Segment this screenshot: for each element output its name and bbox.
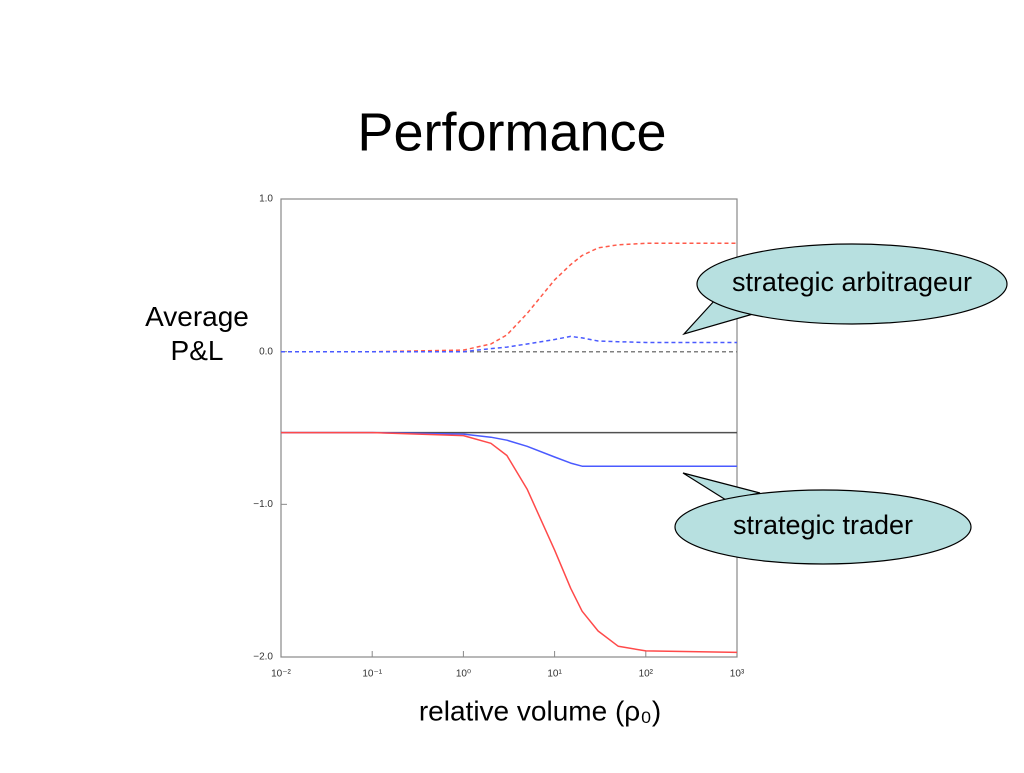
callout — [696, 243, 1008, 325]
callout — [674, 489, 972, 565]
x-tick-label: 10⁻¹ — [362, 669, 382, 680]
annotation: strategic trader — [733, 510, 913, 540]
plot-frame — [280, 198, 738, 658]
x-tick-label: 10² — [639, 669, 654, 680]
slide-title: Performance — [357, 102, 666, 162]
y-tick-label: −1.0 — [253, 499, 273, 510]
x-tick-label: 10⁻² — [271, 669, 291, 680]
series-line — [281, 335, 737, 353]
x-tick-label: 10¹ — [547, 669, 562, 680]
annotation: strategic arbitrageur — [732, 267, 972, 297]
y-tick-label: 1.0 — [259, 194, 273, 205]
series-line — [281, 431, 738, 654]
y-axis-label: Average P&L — [145, 301, 249, 366]
x-tick-label: 10³ — [730, 669, 745, 680]
y-tick-label: 0.0 — [259, 346, 273, 357]
y-label-box: Average P&L — [145, 301, 249, 366]
series-line — [281, 242, 737, 353]
y-tick-label: −2.0 — [253, 652, 273, 663]
series-line — [281, 431, 737, 467]
x-tick-label: 10⁰ — [456, 669, 471, 680]
x-axis-label: relative volume (ρ₀) — [419, 695, 661, 726]
